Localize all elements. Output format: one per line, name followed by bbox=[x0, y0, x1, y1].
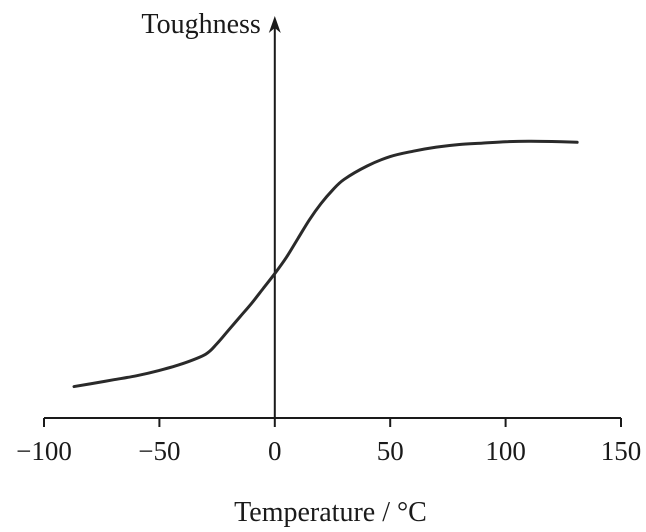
y-axis-label: Toughness bbox=[141, 9, 260, 40]
x-tick-label: 50 bbox=[377, 436, 404, 466]
series bbox=[72, 139, 579, 389]
x-tick-label: 100 bbox=[485, 436, 526, 466]
x-tick-label: 150 bbox=[601, 436, 642, 466]
x-ticks: −100 −50 0 50 100 150 bbox=[16, 418, 641, 466]
x-tick-label: −100 bbox=[16, 436, 72, 466]
axes bbox=[44, 16, 621, 419]
x-axis-label: Temperature / °C bbox=[234, 497, 427, 528]
toughness-curve bbox=[72, 139, 579, 389]
x-tick-label: −50 bbox=[138, 436, 180, 466]
x-tick-label: 0 bbox=[268, 436, 282, 466]
y-axis-arrowhead bbox=[268, 16, 281, 33]
